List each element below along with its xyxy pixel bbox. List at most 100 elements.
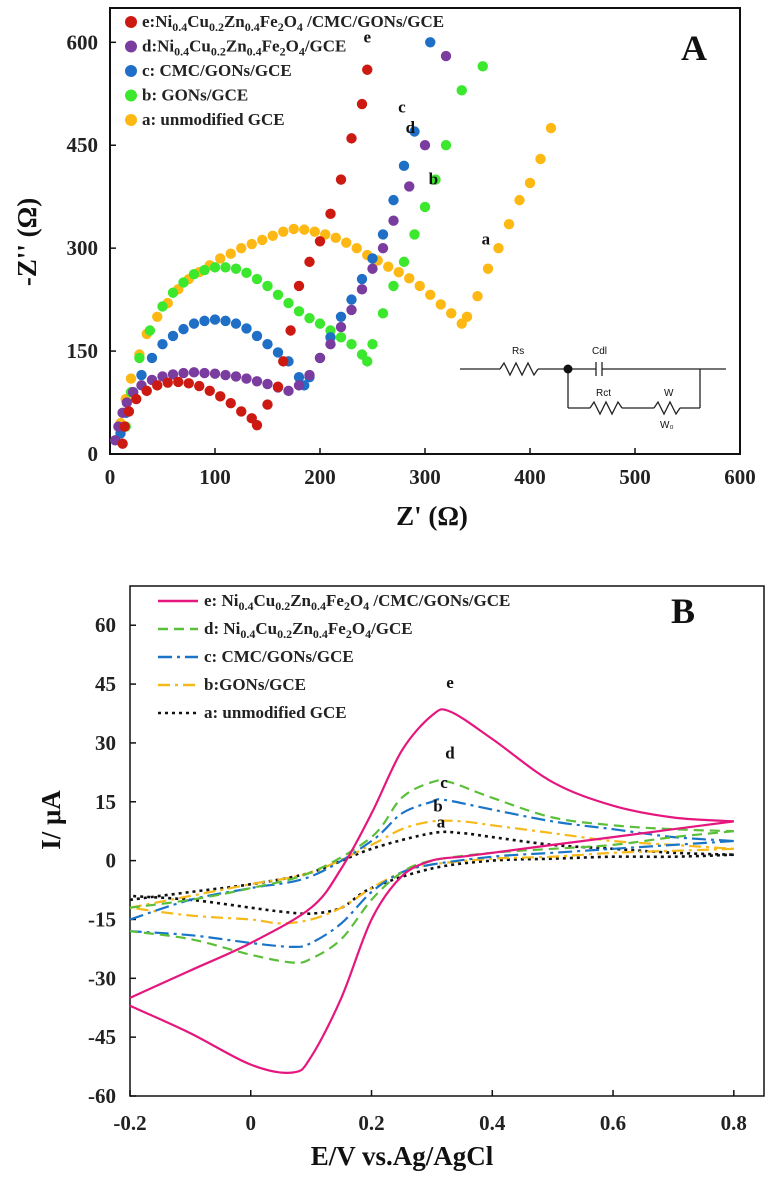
data-point — [304, 369, 315, 381]
data-point — [356, 284, 368, 295]
legend-text-part: d:Ni — [142, 37, 174, 56]
legend-text-part: 0.4 — [313, 627, 328, 641]
legend-entry-b: b:GONs/GCE — [204, 675, 306, 694]
data-point — [314, 352, 326, 364]
legend-text-part: 0.4 — [174, 45, 189, 59]
data-point — [335, 174, 347, 185]
cv-reverse-scan — [129, 830, 734, 964]
x-tick-label: 0.8 — [721, 1111, 747, 1135]
data-point — [535, 153, 546, 165]
data-point — [173, 376, 184, 388]
data-point — [388, 280, 399, 292]
data-point — [335, 321, 347, 333]
curve-label-a: a — [437, 812, 446, 831]
legend-text-part: 0.4 — [238, 599, 253, 613]
data-point — [362, 356, 373, 367]
data-point — [367, 263, 378, 274]
cv-forward-scan — [129, 798, 734, 921]
y-tick-label: -30 — [88, 966, 116, 990]
legend-entry-c: c: CMC/GONs/GCE — [142, 61, 292, 80]
data-point — [288, 223, 299, 235]
legend-marker-b — [125, 89, 137, 102]
data-point — [367, 339, 378, 350]
legend-text-part: b: GONs/GCE — [142, 86, 248, 105]
legend-text-part: Cu — [255, 619, 277, 638]
data-point — [377, 242, 389, 254]
legend-text-part: 2 — [280, 45, 286, 59]
panel-b-legend: e: Ni0.4Cu0.2Zn0.4Fe2O4 /CMC/GONs/GCEd: … — [158, 591, 510, 722]
legend-text-part: Zn — [292, 619, 313, 638]
x-tick-label: 0 — [246, 1111, 257, 1135]
data-point — [435, 299, 446, 310]
legend-text-part: Zn — [224, 12, 245, 31]
data-point — [377, 308, 389, 319]
legend-marker-d — [125, 40, 137, 53]
data-point — [262, 280, 273, 292]
legend-text-part: b:GONs/GCE — [204, 675, 306, 694]
data-point — [304, 312, 315, 324]
legend-text-part: Zn — [290, 591, 311, 610]
data-point — [272, 347, 284, 358]
data-point — [482, 263, 494, 274]
data-point — [199, 367, 210, 379]
curve-label-d: d — [445, 744, 455, 763]
legend-entry-a: a: unmodified GCE — [204, 703, 347, 722]
data-point — [341, 237, 352, 248]
data-point — [251, 419, 263, 431]
legend-text-part: /CMC/GONs/GCE — [303, 12, 444, 31]
legend-text-part: 0.4 — [245, 20, 260, 34]
data-point — [425, 289, 436, 301]
x-tick-label: 0.4 — [479, 1111, 506, 1135]
data-point — [398, 256, 410, 268]
data-point — [388, 215, 399, 226]
y-tick-label: 45 — [95, 672, 116, 696]
data-point — [446, 308, 457, 319]
data-point — [293, 280, 305, 292]
data-point — [162, 377, 173, 388]
data-point — [503, 218, 515, 230]
circuit-node — [563, 364, 573, 374]
data-point — [314, 318, 326, 329]
data-point — [131, 393, 142, 405]
data-point — [257, 234, 268, 246]
x-tick-label: 400 — [514, 465, 546, 489]
data-point — [393, 266, 404, 278]
data-point — [299, 224, 310, 235]
cv-forward-scan — [129, 708, 734, 999]
y-tick-label: 0 — [106, 849, 117, 873]
data-point — [152, 380, 163, 391]
panel-b-y-ticks: 60 45 30 15 0 -15 -30 -45 -60 — [88, 613, 136, 1108]
data-point — [241, 373, 252, 384]
legend-text-part: Cu — [253, 591, 275, 610]
data-point — [472, 290, 483, 302]
data-point — [346, 294, 357, 305]
legend-text-part: c: CMC/GONs/GCE — [142, 61, 292, 80]
data-point — [123, 406, 135, 417]
data-point — [325, 339, 336, 350]
data-point — [225, 398, 236, 409]
data-point — [230, 371, 242, 382]
legend-text-part: Cu — [189, 37, 211, 56]
legend-entry-a: a: unmodified GCE — [142, 110, 285, 129]
circuit-label-rs: Rs — [512, 346, 524, 357]
data-point — [183, 378, 194, 389]
data-point — [409, 229, 420, 240]
panel-a-frame — [109, 7, 741, 455]
legend-text-part: 0.4 — [172, 20, 187, 34]
legend-text-part: /CMC/GONs/GCE — [369, 591, 510, 610]
data-point — [367, 253, 378, 264]
x-tick-label: 0.2 — [358, 1111, 384, 1135]
data-point — [493, 242, 504, 254]
legend-text-part: 0.4 — [247, 45, 262, 59]
legend-text-part: 0.2 — [275, 599, 290, 613]
legend-text-part: 2 — [346, 627, 352, 641]
data-point — [272, 289, 284, 301]
legend-text-part: 0.2 — [211, 45, 226, 59]
data-point — [178, 323, 189, 335]
legend-marker-e — [125, 16, 137, 28]
x-tick-label: 300 — [409, 465, 441, 489]
data-point — [157, 339, 168, 350]
